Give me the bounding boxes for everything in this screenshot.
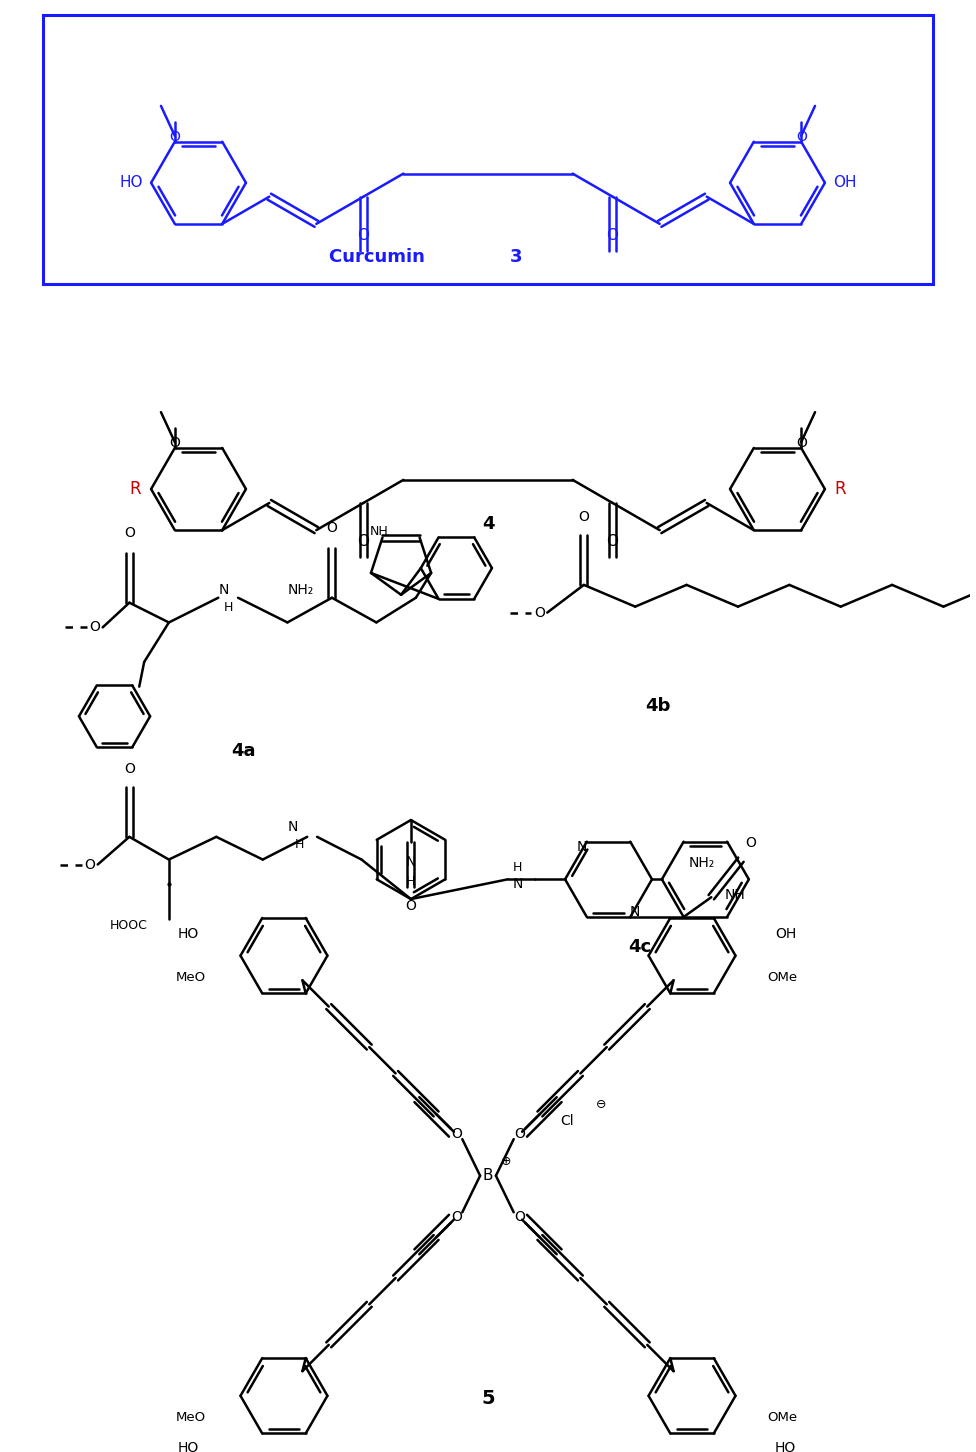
Text: NH₂: NH₂: [688, 857, 714, 870]
Text: OMe: OMe: [767, 971, 797, 984]
Text: 3: 3: [509, 248, 522, 266]
Text: O: O: [84, 858, 96, 871]
Text: O: O: [514, 1127, 525, 1141]
Text: H: H: [224, 601, 233, 614]
Text: H: H: [295, 838, 304, 851]
Text: H: H: [406, 874, 416, 887]
Text: O: O: [405, 899, 417, 913]
Text: O: O: [607, 534, 619, 549]
Text: R: R: [834, 481, 846, 498]
Text: OMe: OMe: [767, 1411, 797, 1424]
Text: 4: 4: [482, 514, 494, 533]
Text: HO: HO: [120, 176, 143, 190]
Text: O: O: [451, 1127, 462, 1141]
Text: Curcumin: Curcumin: [329, 248, 430, 266]
Text: O: O: [170, 436, 181, 450]
Text: NH: NH: [370, 526, 388, 539]
Text: HOOC: HOOC: [109, 919, 147, 932]
Text: O: O: [357, 228, 369, 242]
Text: O: O: [795, 129, 806, 144]
Text: ⊖: ⊖: [596, 1098, 607, 1111]
Text: O: O: [534, 605, 545, 620]
Text: N: N: [630, 905, 640, 919]
Text: O: O: [746, 836, 756, 849]
Text: HO: HO: [178, 926, 199, 941]
Text: 4c: 4c: [629, 938, 652, 955]
Text: O: O: [170, 129, 181, 144]
Text: OH: OH: [775, 926, 796, 941]
Text: MeO: MeO: [176, 971, 206, 984]
Text: R: R: [130, 481, 142, 498]
Bar: [43, 15, 933, 283]
Text: 4b: 4b: [645, 697, 671, 716]
Text: B: B: [483, 1169, 493, 1183]
Text: N: N: [512, 877, 523, 892]
Text: O: O: [90, 620, 101, 635]
Text: MeO: MeO: [176, 1411, 206, 1424]
Text: O: O: [607, 228, 619, 242]
Text: NH₂: NH₂: [288, 582, 313, 597]
Text: O: O: [357, 534, 369, 549]
Text: O: O: [451, 1210, 462, 1224]
Text: 4a: 4a: [230, 742, 256, 759]
Text: 5: 5: [481, 1388, 495, 1407]
Text: O: O: [326, 521, 338, 536]
Text: OH: OH: [833, 176, 856, 190]
Text: N: N: [406, 855, 416, 870]
Text: N: N: [219, 582, 228, 597]
Text: N: N: [287, 820, 298, 833]
Text: O: O: [579, 510, 590, 524]
Text: N: N: [577, 839, 587, 854]
Text: O: O: [514, 1210, 525, 1224]
Text: O: O: [795, 436, 806, 450]
Text: H: H: [513, 861, 522, 874]
Text: HO: HO: [178, 1440, 199, 1452]
Text: O: O: [124, 527, 135, 540]
Text: HO: HO: [775, 1440, 796, 1452]
Text: O: O: [124, 762, 135, 775]
Text: ⊕: ⊕: [501, 1156, 511, 1169]
Text: NH: NH: [724, 889, 746, 902]
Text: Cl: Cl: [560, 1114, 574, 1128]
